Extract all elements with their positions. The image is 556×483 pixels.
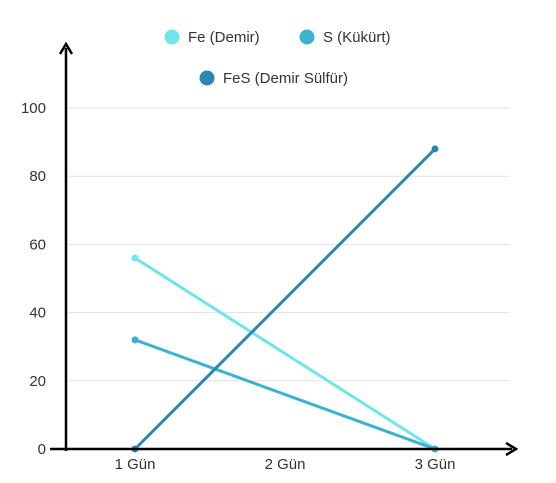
legend-label: S (Kükürt) <box>323 29 391 46</box>
legend-marker <box>199 70 215 86</box>
legend-marker <box>299 29 315 45</box>
data-point <box>431 145 439 153</box>
y-tick-label: 80 <box>29 168 46 185</box>
series-line-1 <box>133 338 437 451</box>
grid-lines <box>66 107 510 382</box>
y-tick-label: 20 <box>29 373 46 390</box>
y-tick-label: 40 <box>29 305 46 322</box>
legend-marker <box>164 29 180 45</box>
y-tick-label: 100 <box>21 100 46 117</box>
y-axis-arrow <box>58 41 74 55</box>
series-line-2 <box>133 147 437 451</box>
data-point <box>131 254 139 262</box>
y-tick-label: 0 <box>38 441 46 458</box>
x-tick-label: 3 Gün <box>415 456 456 473</box>
series-lines <box>131 145 439 453</box>
data-point <box>131 336 139 344</box>
legend-label: FeS (Demir Sülfür) <box>223 70 348 87</box>
series-line-0 <box>133 256 437 451</box>
tick-labels: 0 20 40 60 80 100 1 Gün 2 Gün 3 Gün <box>21 100 455 473</box>
y-tick-label: 60 <box>29 236 46 253</box>
axes <box>50 41 519 457</box>
x-tick-label: 1 Gün <box>115 456 156 473</box>
legend-label: Fe (Demir) <box>188 29 260 46</box>
legend: Fe (Demir) S (Kükürt) FeS (Demir Sülfür) <box>164 29 391 87</box>
x-axis-arrow <box>505 441 519 457</box>
x-tick-label: 2 Gün <box>265 456 306 473</box>
